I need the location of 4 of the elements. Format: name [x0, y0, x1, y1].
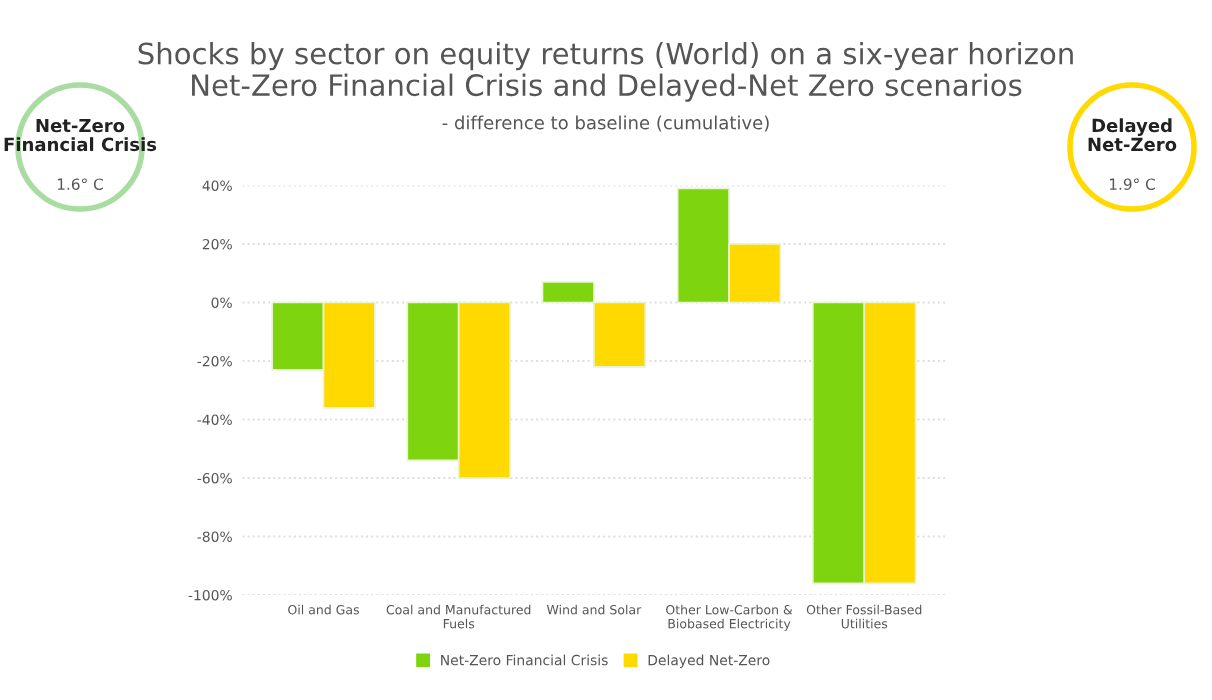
chart-subtitle: - difference to baseline (cumulative) — [442, 115, 769, 132]
text: Net-Zero Financial Crisis — [4, 118, 157, 152]
text: Delayed Net-Zero — [1088, 118, 1177, 152]
chart-title: Shocks by sector on equity returns (World) on a six-year horizon Net-Zero Financial Crisis and Delayed-Net Zero scenarios — [138, 42, 1073, 102]
